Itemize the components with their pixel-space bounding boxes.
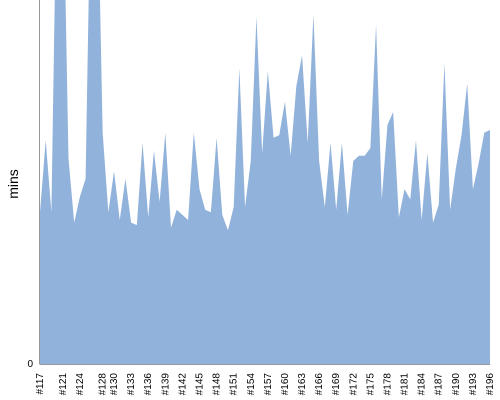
x-tick-label: #160 xyxy=(280,373,291,396)
x-tick-label: #166 xyxy=(314,373,325,396)
x-tick-label: #190 xyxy=(451,373,462,396)
x-tick-label: #124 xyxy=(75,373,86,396)
plot-area xyxy=(40,0,490,364)
x-tick-label: #139 xyxy=(160,373,171,396)
x-tick-label: #175 xyxy=(365,373,376,396)
y-tick-label: 0 xyxy=(27,359,33,370)
x-tick-label: #169 xyxy=(331,373,342,396)
x-tick-label: #172 xyxy=(348,373,359,396)
x-tick-label: #130 xyxy=(109,373,120,396)
x-tick-label: #196 xyxy=(485,373,496,396)
x-tick-label: #133 xyxy=(126,373,137,396)
x-tick-label: #148 xyxy=(212,373,223,396)
x-tick-labels: #117 #121 #124 #128 #130 #133 #136 #139 #142 #145… xyxy=(35,373,496,396)
x-tick-label: #151 xyxy=(229,373,240,396)
x-tick-label: #145 xyxy=(194,373,205,396)
x-tick-label: #117 xyxy=(35,373,46,395)
series-area xyxy=(40,0,490,364)
x-tick-label: #157 xyxy=(263,373,274,396)
x-tick-label: #184 xyxy=(417,373,428,396)
y-axis-label: mins xyxy=(5,169,21,199)
x-tick-label: #187 xyxy=(434,373,445,396)
x-tick-label: #181 xyxy=(400,373,411,396)
x-tick-label: #178 xyxy=(382,373,393,396)
x-tick-label: #163 xyxy=(297,373,308,396)
x-tick-label: #154 xyxy=(246,373,257,396)
x-tick-label: #136 xyxy=(143,373,154,396)
x-tick-label: #142 xyxy=(177,373,188,396)
x-tick-label: #128 xyxy=(98,373,109,396)
x-tick-label: #193 xyxy=(468,373,479,396)
x-tick-label: #121 xyxy=(58,373,69,396)
